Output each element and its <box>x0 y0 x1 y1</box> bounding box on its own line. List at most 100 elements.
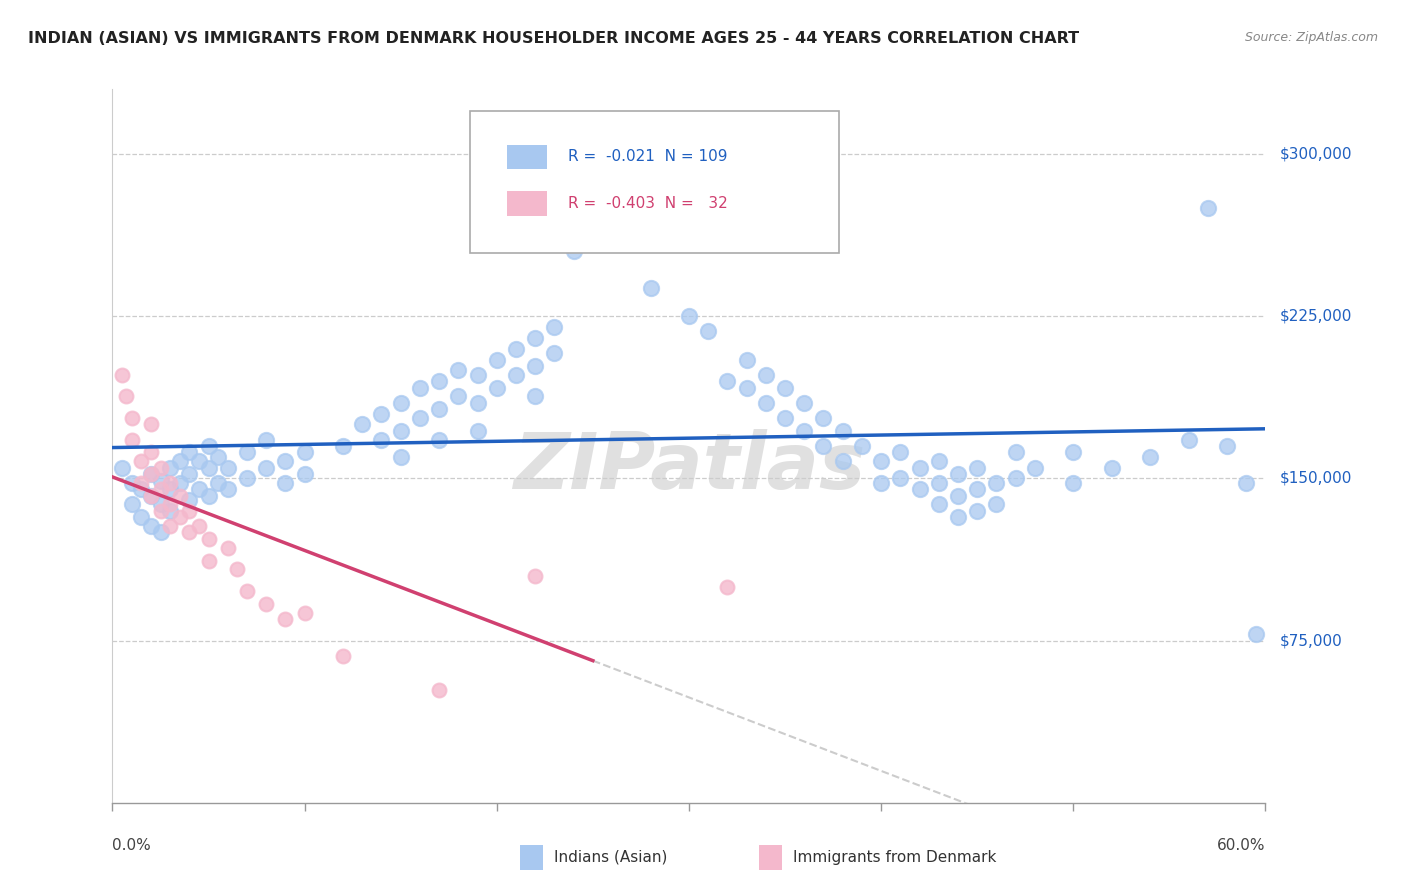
Point <box>236 445 259 459</box>
Point <box>159 504 181 518</box>
Point <box>1024 460 1046 475</box>
Text: INDIAN (ASIAN) VS IMMIGRANTS FROM DENMARK HOUSEHOLDER INCOME AGES 25 - 44 YEARS : INDIAN (ASIAN) VS IMMIGRANTS FROM DENMAR… <box>28 31 1080 46</box>
Point <box>149 504 172 518</box>
Point <box>169 489 191 503</box>
Point <box>946 489 969 503</box>
Point <box>524 568 547 582</box>
Point <box>1062 445 1084 459</box>
Point <box>1177 433 1199 447</box>
Point <box>139 467 162 482</box>
Point <box>207 475 229 490</box>
Point <box>716 580 738 594</box>
Text: 0.0%: 0.0% <box>112 838 152 853</box>
Point <box>207 450 229 464</box>
Text: Immigrants from Denmark: Immigrants from Denmark <box>793 850 997 864</box>
Point <box>505 342 527 356</box>
Point <box>179 445 201 459</box>
Point <box>773 410 796 425</box>
Point <box>409 381 432 395</box>
Point <box>294 467 316 482</box>
Point <box>562 244 585 259</box>
Point <box>159 482 181 496</box>
Text: $75,000: $75,000 <box>1279 633 1343 648</box>
Point <box>149 482 172 496</box>
Point <box>928 475 950 490</box>
Point <box>678 310 700 324</box>
Point <box>928 497 950 511</box>
Point <box>543 346 565 360</box>
Point <box>169 454 191 468</box>
Text: $150,000: $150,000 <box>1279 471 1351 486</box>
Point <box>159 460 181 475</box>
Point <box>159 475 181 490</box>
Point <box>793 424 815 438</box>
Point <box>889 445 911 459</box>
Point <box>755 368 778 382</box>
Point <box>389 450 412 464</box>
Point <box>831 454 853 468</box>
Point <box>427 374 450 388</box>
Point <box>129 510 153 524</box>
Point <box>187 482 211 496</box>
Point <box>1216 439 1239 453</box>
Point <box>1234 475 1257 490</box>
Point <box>986 475 1008 490</box>
Point <box>121 410 143 425</box>
Point <box>274 454 297 468</box>
Point <box>572 223 595 237</box>
Point <box>831 424 853 438</box>
Point <box>370 433 392 447</box>
Point <box>169 510 191 524</box>
Point <box>908 460 931 475</box>
Point <box>197 553 219 567</box>
Point <box>447 363 470 377</box>
Point <box>139 519 162 533</box>
Point <box>370 407 392 421</box>
Point <box>254 433 277 447</box>
Text: $300,000: $300,000 <box>1279 146 1351 161</box>
Point <box>217 482 239 496</box>
Text: 60.0%: 60.0% <box>1218 838 1265 853</box>
Text: $225,000: $225,000 <box>1279 309 1351 324</box>
Point <box>254 597 277 611</box>
Point <box>389 424 412 438</box>
Point <box>294 606 316 620</box>
Point <box>217 460 239 475</box>
Point <box>149 474 172 488</box>
Point <box>121 433 143 447</box>
Point <box>409 410 432 425</box>
Point <box>389 396 412 410</box>
Point <box>179 467 201 482</box>
Point <box>236 471 259 485</box>
Point <box>1101 460 1123 475</box>
Point <box>179 504 201 518</box>
Point <box>946 510 969 524</box>
Point <box>1139 450 1161 464</box>
Point <box>139 467 162 482</box>
Point <box>870 454 893 468</box>
Point <box>159 519 181 533</box>
Point <box>197 489 219 503</box>
Point <box>773 381 796 395</box>
Point <box>735 381 758 395</box>
Point <box>274 612 297 626</box>
Point <box>735 352 758 367</box>
FancyBboxPatch shape <box>506 145 547 169</box>
Point <box>1197 201 1219 215</box>
Point <box>793 396 815 410</box>
Point <box>524 389 547 403</box>
Point <box>524 359 547 373</box>
Point <box>294 445 316 459</box>
Point <box>274 475 297 490</box>
Point <box>427 433 450 447</box>
Point <box>236 583 259 598</box>
FancyBboxPatch shape <box>506 191 547 216</box>
Point <box>928 454 950 468</box>
Point <box>139 445 162 459</box>
Point <box>129 482 153 496</box>
Point <box>129 475 153 490</box>
Point <box>1004 445 1026 459</box>
Point <box>159 497 181 511</box>
Point <box>640 281 662 295</box>
Point <box>813 410 835 425</box>
